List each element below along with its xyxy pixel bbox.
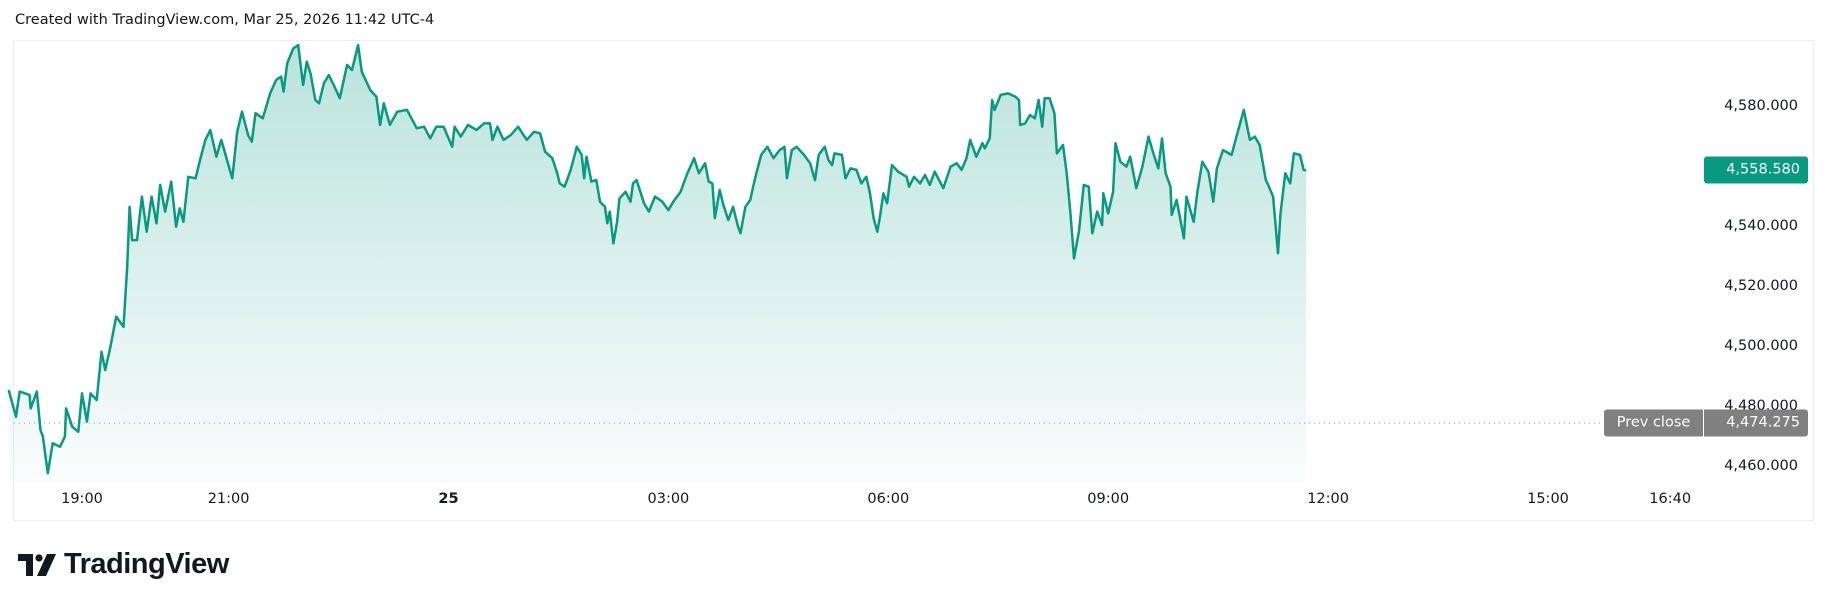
- x-axis-tick-label: 15:00: [1527, 491, 1569, 507]
- x-axis-tick-label: 12:00: [1307, 491, 1349, 507]
- x-axis-tick-label: 21:00: [207, 491, 250, 507]
- prev-close-label: Prev close: [1604, 409, 1703, 437]
- price-area-fill: [8, 45, 1307, 482]
- chart-header: Created with TradingView.com, Mar 25, 20…: [15, 12, 435, 28]
- x-axis-tick-label: 09:00: [1087, 491, 1130, 507]
- tradingview-logo[interactable]: TradingView: [18, 548, 229, 581]
- y-axis-tick-label: 4,580.000: [1724, 98, 1798, 114]
- tradingview-logo-icon: [18, 553, 56, 576]
- y-axis-tick-label: 4,500.000: [1724, 338, 1798, 354]
- last-price-badge: 4,558.580: [1704, 156, 1808, 184]
- y-axis-tick-label: 4,460.000: [1724, 458, 1798, 474]
- y-axis-tick-label: 4,520.000: [1724, 278, 1798, 294]
- chart-frame: [13, 40, 1814, 521]
- tradingview-logo-text: TradingView: [64, 548, 229, 580]
- price-line: [7, 43, 1307, 475]
- x-axis-tick-label: 25: [438, 491, 459, 507]
- prev-close-value: 4,474.275: [1704, 409, 1808, 437]
- y-axis-tick-label: 4,540.000: [1724, 218, 1798, 234]
- x-axis-tick-label: 06:00: [867, 491, 910, 507]
- x-axis-tick-label: 16:40: [1649, 491, 1692, 507]
- x-axis-tick-label: 19:00: [61, 491, 103, 507]
- x-axis-tick-label: 03:00: [647, 491, 690, 507]
